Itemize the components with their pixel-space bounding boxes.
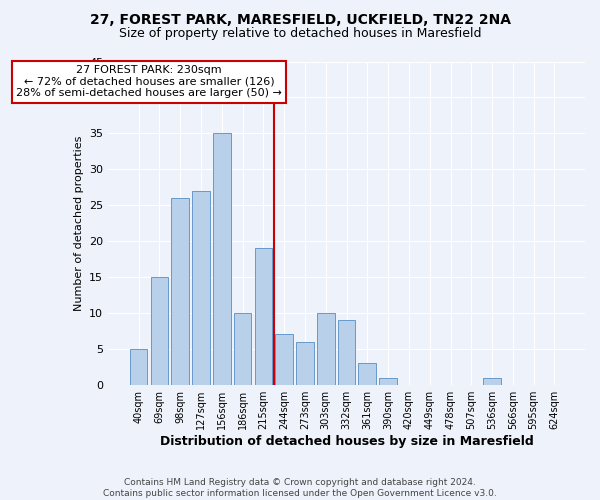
Bar (130, 349, 148, 384)
Bar (213, 134, 230, 384)
Bar (296, 342, 314, 384)
Text: 27, FOREST PARK, MARESFIELD, UCKFIELD, TN22 2NA: 27, FOREST PARK, MARESFIELD, UCKFIELD, T… (89, 12, 511, 26)
Bar (483, 378, 501, 384)
Bar (275, 334, 293, 384)
Text: Contains HM Land Registry data © Crown copyright and database right 2024.
Contai: Contains HM Land Registry data © Crown c… (103, 478, 497, 498)
Bar (151, 277, 168, 384)
Bar (172, 198, 189, 384)
Bar (338, 320, 355, 384)
Bar (317, 313, 335, 384)
Bar (192, 191, 210, 384)
Y-axis label: Number of detached properties: Number of detached properties (74, 136, 83, 311)
Bar (234, 313, 251, 384)
Bar (358, 363, 376, 384)
Bar (254, 248, 272, 384)
Text: 27 FOREST PARK: 230sqm
← 72% of detached houses are smaller (126)
28% of semi-de: 27 FOREST PARK: 230sqm ← 72% of detached… (16, 65, 282, 98)
Text: Size of property relative to detached houses in Maresfield: Size of property relative to detached ho… (119, 28, 481, 40)
X-axis label: Distribution of detached houses by size in Maresfield: Distribution of detached houses by size … (160, 434, 533, 448)
Bar (379, 378, 397, 384)
